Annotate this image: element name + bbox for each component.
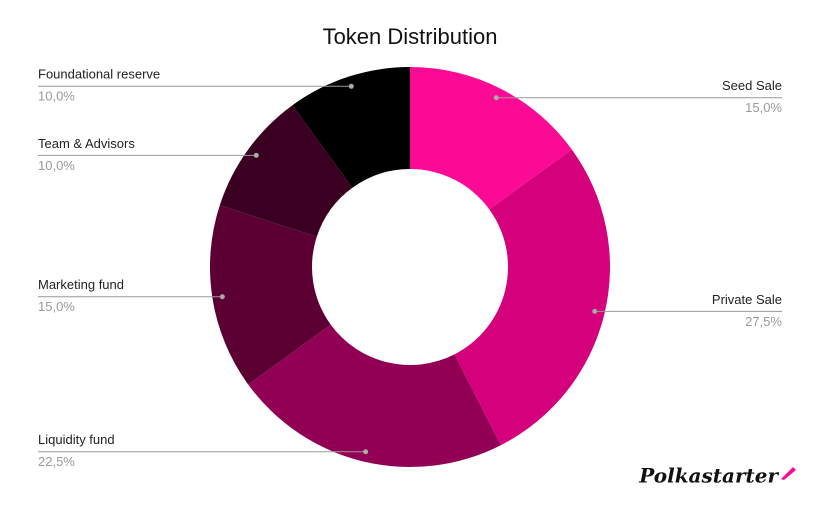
value-label: 15,0%: [745, 100, 782, 115]
value-label: 15,0%: [38, 299, 75, 314]
logo: Polkastarter: [638, 464, 779, 488]
legend-label: Seed Sale: [722, 78, 782, 93]
value-label: 27,5%: [745, 314, 782, 329]
leader-dot: [219, 294, 225, 300]
leader-dot: [253, 152, 259, 158]
legend-label: Team & Advisors: [38, 136, 135, 151]
donut-slice: [248, 324, 501, 467]
donut-slice: [454, 149, 610, 446]
donut-slice: [219, 105, 353, 237]
leader-dot: [363, 449, 369, 455]
chart-title: Token Distribution: [323, 24, 498, 49]
leader-dot: [348, 83, 354, 89]
donut-slice: [209, 205, 331, 385]
value-label: 22,5%: [38, 454, 75, 469]
value-label: 10,0%: [38, 158, 75, 173]
donut-slice: [292, 67, 410, 188]
legend-label: Private Sale: [712, 292, 782, 307]
leader-dot: [493, 95, 499, 101]
legend-label: Liquidity fund: [38, 432, 115, 447]
donut-slice: [410, 67, 572, 210]
logo-icon: [781, 467, 796, 480]
legend-label: Marketing fund: [38, 277, 124, 292]
value-label: 10,0%: [38, 89, 75, 104]
leader-dot: [592, 308, 598, 314]
legend-label: Foundational reserve: [38, 67, 160, 82]
